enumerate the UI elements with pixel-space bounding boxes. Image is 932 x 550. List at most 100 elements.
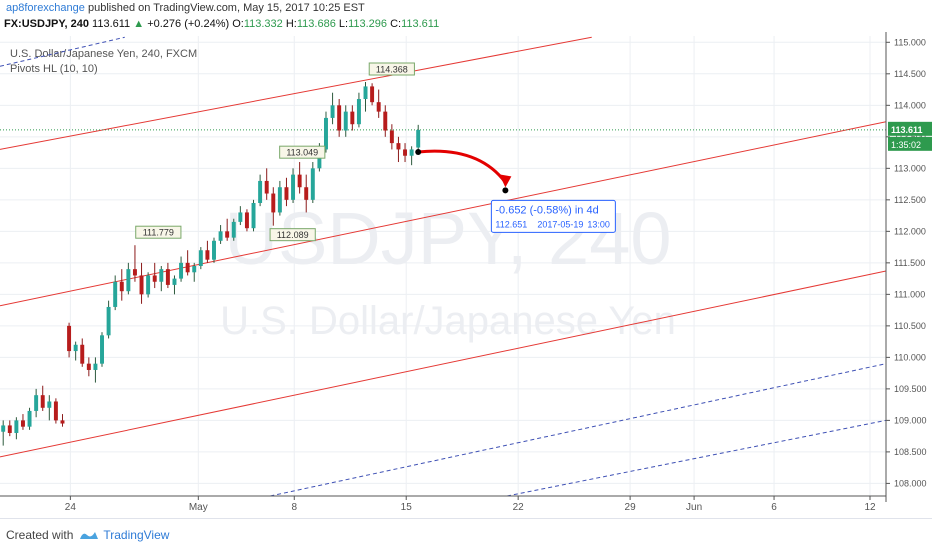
author-link[interactable]: ap8forexchange (6, 2, 85, 14)
y-tick-label: 115.000 (894, 37, 926, 47)
candle-body (119, 281, 124, 292)
candle-body (205, 250, 210, 260)
candle-body (113, 281, 118, 307)
dashed-channel-line (0, 36, 125, 67)
candle-body (324, 117, 328, 150)
close-label: C: (390, 18, 402, 30)
candle-body (271, 193, 276, 213)
chart-title: U.S. Dollar/Japanese Yen, 240, FXCM (10, 48, 197, 60)
x-tick-label: 29 (625, 502, 637, 513)
candle-body (185, 262, 190, 273)
candle-body (350, 111, 355, 125)
projection-price: 112.651 (495, 219, 527, 229)
projection-start-dot (415, 148, 422, 155)
candle-body (126, 269, 131, 292)
x-tick-label: Jun (686, 502, 702, 513)
projection-arrowhead (499, 174, 512, 188)
low-label: L: (338, 18, 349, 30)
candle-body (310, 168, 315, 200)
footer: Created with TradingView (6, 528, 169, 542)
candle-body (238, 212, 243, 222)
candle-body (258, 180, 263, 203)
x-tick-label: 6 (771, 502, 777, 513)
y-tick-label: 111.500 (894, 258, 925, 268)
candle-body (277, 187, 282, 213)
x-tick-label: 12 (864, 502, 876, 513)
projection-time: 13:00 (587, 219, 610, 229)
candle-body (337, 105, 342, 131)
candle-body (218, 231, 223, 241)
candle-body (251, 202, 256, 229)
change-up-icon: ▲ (133, 18, 145, 30)
candle-body (139, 275, 144, 295)
candle-body (416, 129, 421, 148)
candle-body (60, 420, 65, 424)
channel-line (0, 36, 592, 150)
candle-body (27, 410, 32, 427)
last-value: 113.611 (92, 18, 131, 30)
y-tick-label: 114.000 (894, 100, 926, 110)
candle-body (100, 335, 104, 364)
close-value: 113.611 (401, 18, 440, 30)
pivot-label-box (135, 225, 182, 239)
y-tick-label: 109.500 (894, 384, 927, 394)
x-tick-label: 24 (65, 502, 77, 513)
candle-body (403, 149, 408, 156)
candle-body (317, 149, 322, 169)
projection-end-dot (502, 187, 509, 194)
y-tick-label: 113.000 (894, 163, 926, 173)
candle-body (86, 363, 91, 370)
pivot-label: 111.779 (143, 228, 174, 238)
candle-body (343, 111, 348, 131)
dashed-channel-line (506, 419, 887, 497)
projection-change: -0.652 (-0.58%) in 4d (495, 204, 598, 216)
candle-body (7, 425, 12, 433)
pivot-label-box (368, 62, 415, 76)
change-value: +0.276 (+0.24%) (147, 18, 230, 30)
last-price-tag (888, 121, 932, 136)
created-with-label: Created with (6, 528, 74, 542)
publish-info: ap8forexchange published on TradingView.… (6, 2, 365, 14)
candle-body (20, 420, 25, 427)
y-tick-label: 111.000 (894, 289, 925, 299)
tradingview-logo-icon (80, 532, 99, 539)
candle-body (132, 269, 137, 276)
candle-body (40, 395, 45, 408)
candle-body (356, 99, 361, 125)
projection-arrow (418, 149, 507, 184)
candle-body (73, 344, 78, 352)
x-tick-label: 15 (401, 502, 413, 513)
low-value: 113.296 (348, 18, 388, 30)
projection-box (490, 199, 616, 233)
open-label: O: (232, 18, 244, 30)
candle-body (106, 306, 111, 336)
pivot-label: 113.049 (286, 148, 318, 158)
published-text: published on TradingView.com, May 15, 20… (87, 2, 365, 14)
x-tick-label: 22 (513, 502, 525, 513)
candle-body (159, 269, 164, 282)
indicator-label: Pivots HL (10, 10) (10, 63, 98, 75)
y-tick-label: 108.500 (894, 447, 927, 457)
high-value: 113.686 (296, 18, 336, 30)
candle-body (225, 231, 230, 238)
open-value: 113.332 (243, 18, 283, 30)
candle-body (172, 278, 177, 285)
y-tick-label: 114.500 (894, 69, 926, 79)
candle-body (146, 275, 151, 295)
y-tick-label: 112.000 (894, 226, 926, 236)
tradingview-logo[interactable]: TradingView (79, 528, 169, 542)
candle-body (389, 130, 394, 144)
candle-body (152, 275, 157, 282)
pivot-label: 112.089 (277, 230, 309, 240)
projection-date: 2017-05-19 (537, 219, 583, 229)
ohlc-bar: FX:USDJPY, 240 113.611 ▲ +0.276 (+0.24%)… (4, 18, 439, 30)
candle-body (370, 86, 375, 103)
pivot-label-box (279, 145, 326, 159)
y-tick-label: 113.500 (894, 132, 926, 142)
countdown-text: 1:35:02 (891, 140, 921, 150)
candle-body (244, 212, 249, 229)
candle-body (409, 149, 414, 156)
candle-body (383, 111, 388, 131)
channel-line (0, 270, 887, 458)
